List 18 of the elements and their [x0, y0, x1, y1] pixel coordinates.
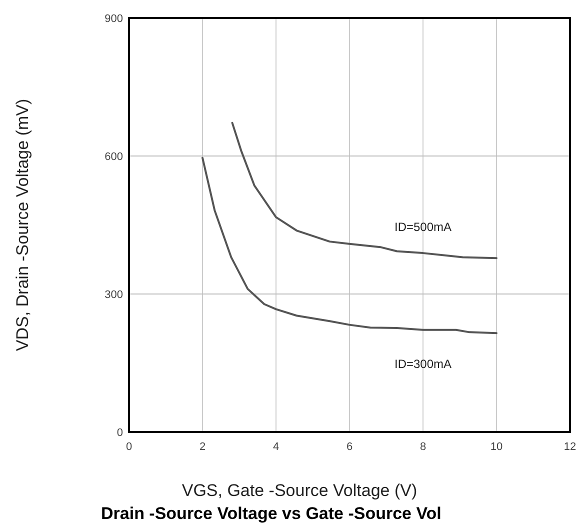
x-axis-title: VGS, Gate -Source Voltage (V) — [182, 481, 418, 500]
x-tick-label: 8 — [420, 441, 426, 453]
x-tick-label: 0 — [126, 441, 132, 453]
x-tick-label: 2 — [199, 441, 206, 453]
text: ID=300mA — [394, 356, 452, 371]
line-series — [231, 122, 498, 260]
y-tick-label: 900 — [104, 13, 123, 25]
x-tick-label: 12 — [564, 441, 576, 453]
text: Drain -Source Voltage vs Gate -Source Vol — [101, 504, 442, 523]
y-tick-label: 600 — [104, 151, 123, 163]
y-axis-title: VDS, Drain -Source Voltage (mV) — [13, 98, 32, 352]
x-tick-label: 10 — [490, 441, 503, 453]
x-tick-label: 4 — [272, 441, 280, 453]
y-tick-label: 300 — [104, 289, 123, 301]
y-tick-label: 0 — [116, 427, 123, 439]
series-label: ID=500mA — [394, 220, 452, 234]
line-series — [202, 156, 498, 334]
x-tick-label: 6 — [346, 441, 353, 453]
